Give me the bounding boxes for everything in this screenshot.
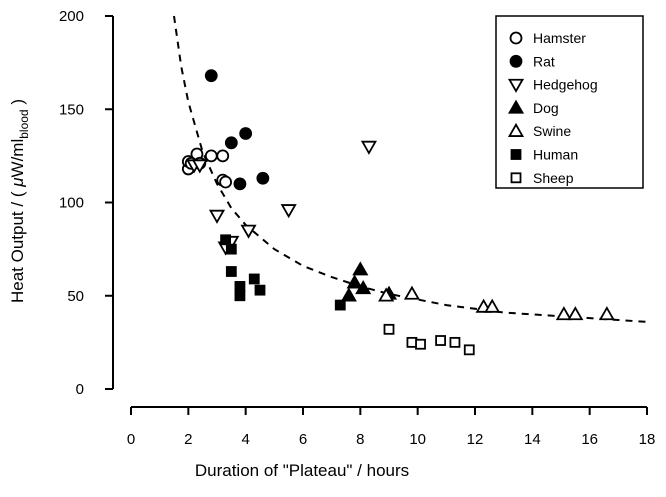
y-axis-title-mu: μ [8,177,27,188]
y-axis-title-unit: W/ml [8,139,27,178]
legend-label-human: Human [533,147,578,163]
rat-point [204,69,218,83]
legend-label-hedgehog: Hedgehog [533,77,598,93]
x-tick-label: 14 [524,431,541,448]
x-tick-label: 0 [127,431,135,448]
swine-point [403,285,420,300]
rat-point [239,127,253,140]
legend-marker-hedgehog [507,78,525,93]
human-point [234,290,246,302]
human-point [248,273,260,285]
sheep-point [435,335,447,346]
swine-point [555,306,572,321]
sheep-point [383,323,395,335]
sheep-point [463,344,475,356]
swine-point [598,306,615,321]
legend-marker-dog [507,99,525,114]
y-axis-title-suffix: ) [8,99,27,109]
data-points-layer [181,69,615,356]
swine-point [484,298,501,313]
dog-point [355,279,372,295]
y-tick-label: 50 [67,288,84,305]
sheep-point [415,338,426,350]
legend-label-dog: Dog [533,100,559,116]
x-tick-label: 12 [467,431,484,448]
hamster-point [216,149,230,163]
human-point [220,234,232,246]
swine-point [567,306,584,321]
dog-point [346,274,363,289]
legend-label-hamster: Hamster [533,30,586,46]
legend: Hamster Rat Hedgehog Dog Swine Human Sheep [495,15,644,189]
rat-point [233,177,247,191]
hedgehog-point [240,224,257,239]
rat-point [256,171,270,185]
y-tick-label: 150 [59,101,84,118]
x-tick-label: 16 [581,431,598,448]
human-point [254,284,266,296]
legend-label-sheep: Sheep [533,170,574,186]
swine-point [378,287,395,302]
hedgehog-point [191,159,208,174]
y-tick-label: 100 [59,195,84,212]
legend-marker-human [510,149,522,160]
x-tick-label: 10 [409,431,426,448]
legend-marker-swine [507,122,525,137]
legend-marker-rat [509,54,523,68]
legend-label-swine: Swine [533,123,571,139]
hedgehog-point [360,140,377,155]
y-tick-label: 0 [76,381,84,398]
sheep-point [406,336,418,348]
hedgehog-point [208,209,226,224]
x-tick-label: 6 [299,431,307,448]
x-tick-label: 18 [639,431,656,448]
axes: 0 2 4 6 8 10 12 14 16 18 0 50 100 150 200 [59,8,655,448]
x-tick-label: 8 [356,431,364,448]
y-axis-title-prefix: Heat Output / ( [8,187,27,303]
dog-point [352,261,369,276]
hedgehog-point [280,204,297,219]
human-point [225,243,237,255]
legend-marker-sheep [510,172,522,184]
dog-point [340,287,357,302]
x-tick-label: 2 [184,431,192,448]
rat-point [224,136,238,150]
human-point [234,281,246,292]
x-axis-title: Duration of "Plateau" / hours [195,461,409,480]
x-tick-label: 4 [241,431,249,448]
sheep-point [449,336,461,348]
hamster-point [219,175,233,189]
y-tick-label: 200 [59,8,84,25]
y-axis-title: Heat Output / ( μW/mlblood ) [8,99,31,303]
legend-marker-hamster [509,31,523,45]
legend-label-rat: Rat [533,53,555,69]
y-axis-title-subscript: blood [17,109,31,138]
human-point [225,266,237,277]
human-point [334,299,346,311]
